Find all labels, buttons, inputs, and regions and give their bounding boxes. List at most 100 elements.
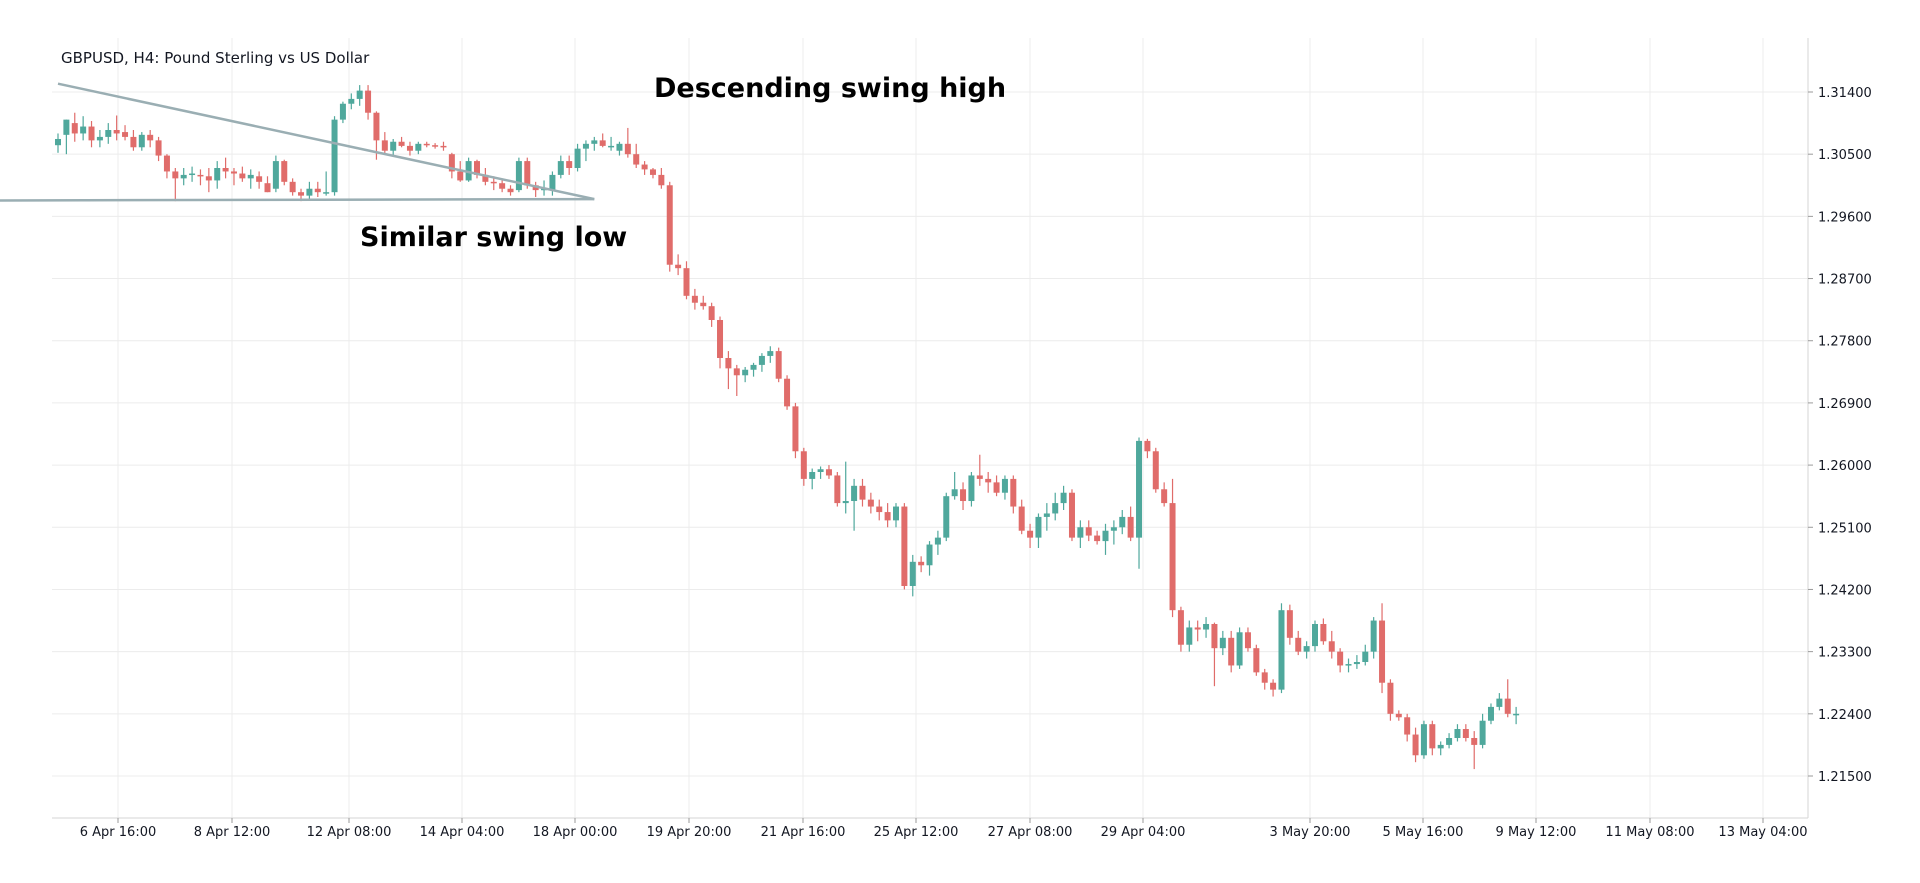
candle-body [205,176,212,181]
candle-body [1136,440,1143,538]
candle [976,454,983,486]
candle [943,492,950,542]
x-tick-label: 21 Apr 16:00 [761,825,846,840]
candle-body [1127,516,1134,538]
candle [683,261,690,300]
candle [390,138,397,156]
support-trendline [0,197,595,202]
candle-body [1379,620,1386,683]
candle [817,466,824,479]
candle-body [1001,478,1008,493]
candle-body [1404,717,1411,735]
candle-body [557,161,564,175]
candle [666,181,673,272]
candle [314,181,321,198]
candle-body [1035,516,1042,538]
candle [1370,617,1377,659]
candle [1404,713,1411,742]
candle [926,541,933,576]
candle [180,168,187,186]
candle [800,447,807,486]
candle-body [222,168,229,172]
candle-body [700,302,707,307]
candle [1060,485,1067,510]
candle-body [507,188,514,193]
candle-body [1513,713,1520,716]
x-tick-label: 11 May 08:00 [1605,825,1694,840]
candle [700,295,707,310]
candle-body [851,485,858,502]
candle-body [482,174,489,182]
candle-body [515,161,522,191]
candle [507,185,514,196]
candle-body [96,136,103,141]
candle-body [1504,698,1511,714]
candle-body [1496,698,1503,707]
candle-body [465,161,472,181]
candle-body [976,475,983,479]
candle-body [1228,637,1235,666]
candle-body [415,143,422,151]
candle [1471,731,1478,770]
candle-body [1211,624,1218,649]
candle-body [163,155,170,172]
candle-body [331,119,338,193]
y-tick-label: 1.25100 [1818,521,1872,536]
candle [649,168,656,179]
candle [448,152,455,179]
candle-body [1144,440,1151,452]
candle-body [1085,527,1092,536]
candle-body [130,136,137,148]
candle-body [943,496,950,538]
candle [1429,720,1436,756]
candle [1228,630,1235,673]
candle-body [122,132,129,137]
candle [230,168,237,186]
candle-body [775,351,782,379]
candle [658,168,665,189]
candle [147,130,154,148]
candle-body [306,188,313,196]
x-tick-label: 3 May 20:00 [1270,825,1351,840]
candle [365,85,372,120]
y-tick-label: 1.27800 [1818,335,1872,350]
candle [691,288,698,310]
candle-body [1387,682,1394,714]
candle-body [1203,624,1210,630]
candle [515,157,522,193]
candle [616,141,623,156]
candle [1504,679,1511,718]
candle-body [1161,489,1168,504]
candle [1286,604,1293,645]
candle [624,127,631,158]
candle-body [809,472,816,479]
candle-body [432,145,439,147]
candle-body [113,130,120,134]
descending-trendline [57,82,595,201]
candle [708,302,715,327]
candle-body [214,168,221,181]
x-tick-label: 13 May 04:00 [1718,825,1807,840]
y-axis-ticks: 1.31400 1.30500 1.29600 1.28700 1.27800 1.269… [1808,86,1872,785]
candle-body [901,506,908,586]
candle [1018,499,1025,535]
candle-body [1043,513,1050,517]
candle-body [608,145,615,148]
x-tick-label: 29 Apr 04:00 [1101,825,1186,840]
candle [71,112,78,142]
candle [465,157,472,182]
candle-body [1253,648,1260,673]
candle [725,351,732,390]
candle [348,93,355,110]
candle [398,136,405,148]
candle-body [490,181,497,184]
candle [247,169,254,189]
candle [105,123,112,144]
candle-body [281,161,288,182]
candle [557,155,564,179]
candle [1010,475,1017,514]
candle-body [624,143,631,155]
candle [1152,447,1159,493]
x-tick-label: 27 Apr 08:00 [988,825,1073,840]
candle [1353,655,1360,669]
